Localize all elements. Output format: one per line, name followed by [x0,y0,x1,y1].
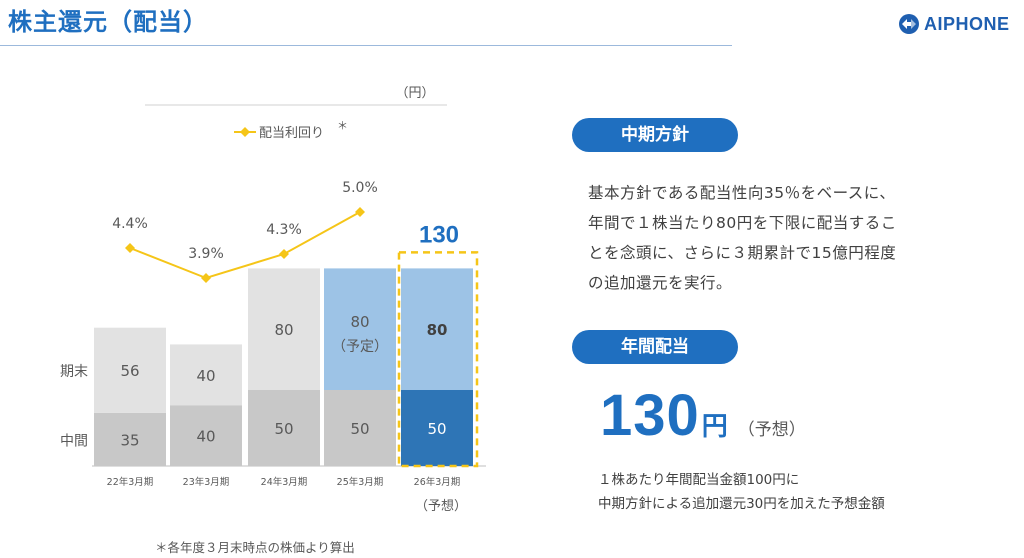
page-title: 株主還元（配当） [8,8,208,36]
annual-desc-line: １株あたり年間配当金額100円に [598,472,800,488]
annual-amount-note: （予想） [737,420,806,440]
bar-year-end [401,268,473,390]
yield-label: 5.0% [342,180,378,196]
chart-footnote: ＊各年度３月末時点の株価より算出 [155,540,355,555]
annual-description: １株あたり年間配当金額100円に 中期方針による追加還元30円を加えた予想金額 [598,468,885,516]
yield-marker [201,273,211,283]
bar-label-interim: 40 [196,428,215,446]
policy-heading: 中期方針 [572,118,738,152]
unit-label: （円） [395,86,434,101]
dividend-chart: （円） 配当利回り ＊ 35 56 22年3月期 40 40 23年3月期 50 80 24年3月期 5… [60,86,486,514]
policy-line: 年間で１株当たり80円を下限に配当するこ [588,214,897,232]
policy-line: 基本方針である配当性向35％をベースに、 [588,184,896,202]
yield-label: 3.9% [188,246,224,262]
title-divider [0,45,732,46]
bar-label-year-end: 56 [120,362,139,380]
legend-marker-icon [240,127,250,137]
forecast-total-label: 130 [419,221,459,248]
yield-marker [125,243,135,253]
bar-label-year-end: 80 [427,321,448,339]
bar-label-interim: 50 [274,420,293,438]
policy-line: とを念頭に、さらに３期累計で15億円程度 [588,244,897,262]
logo-text: AIPHONE [924,13,1010,34]
bar-interim [94,412,166,466]
yield-label: 4.4% [112,216,148,232]
legend-label: 配当利回り [259,126,324,141]
yield-label: 4.3% [266,222,302,238]
policy-line: の追加還元を実行。 [588,274,733,292]
bar-year-end [170,344,242,406]
x-tick-label: 24年3月期 [261,476,308,488]
stack-label-interim: 中間 [60,433,88,449]
policy-text: 基本方針である配当性向35％をベースに、 年間で１株当たり80円を下限に配当する… [588,178,948,298]
x-tick-label: 25年3月期 [337,476,384,488]
bar-label-interim: 35 [120,431,139,449]
bar-year-end [248,268,320,390]
yield-marker [355,207,365,217]
bar-interim [248,390,320,466]
aiphone-logo-icon [899,14,919,34]
bar-label-year-end: 80 [350,313,369,331]
bar-interim [170,405,242,466]
bar-note: （予定） [332,339,388,355]
annual-amount-value: 130 [600,383,700,448]
annual-dividend-heading: 年間配当 [572,330,738,364]
bar-interim [401,390,473,466]
annual-dividend-amount: 130円 （予想） [600,382,806,449]
bar-interim [324,390,396,466]
x-tick-label: 23年3月期 [183,476,230,488]
x-tick-label: 22年3月期 [107,476,154,488]
legend-mark: ＊ [337,119,348,132]
x-tick-sublabel: （予想） [415,498,467,514]
bar-year-end [94,327,166,413]
bar-label-year-end: 80 [274,321,293,339]
bar-year-end [324,268,396,390]
bar-label-interim: 50 [427,420,446,438]
bar-label-interim: 50 [350,420,369,438]
yield-line [129,211,361,280]
x-tick-label: 26年3月期 [414,476,461,488]
stack-label-year-end: 期末 [60,364,88,380]
yield-marker [279,249,289,259]
bar-label-year-end: 40 [196,367,215,385]
annual-amount-unit: 円 [701,412,728,442]
company-logo: AIPHONE [898,12,1010,36]
highlight-box [397,251,479,468]
annual-desc-line: 中期方針による追加還元30円を加えた予想金額 [598,496,885,512]
